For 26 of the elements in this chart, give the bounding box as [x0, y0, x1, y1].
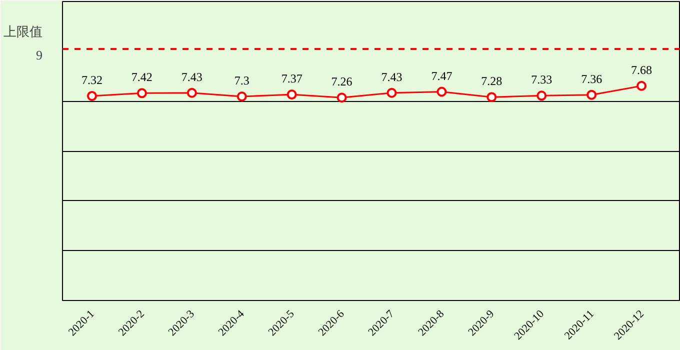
data-label: 7.28 — [481, 74, 502, 88]
point — [436, 86, 447, 97]
data-label: 7.26 — [331, 74, 352, 89]
data-label: 7.33 — [531, 72, 552, 87]
y-axis-title: 上限值 — [4, 24, 42, 39]
point — [236, 92, 247, 102]
point — [536, 90, 547, 101]
data-label: 7.47 — [431, 68, 452, 83]
point — [286, 90, 297, 100]
ref-line-label: 9 — [36, 47, 42, 62]
point — [636, 80, 647, 91]
data-label: 7.32 — [81, 72, 102, 87]
data-label: 7.37 — [281, 72, 302, 86]
point — [86, 90, 97, 101]
point — [186, 88, 197, 98]
data-label: 7.36 — [581, 72, 602, 86]
point — [336, 92, 347, 103]
data-label: 7.3 — [234, 74, 250, 88]
data-label: 7.43 — [181, 70, 202, 84]
data-label: 7.68 — [631, 62, 652, 77]
point — [136, 88, 147, 98]
data-label: 7.42 — [131, 70, 152, 84]
point — [486, 92, 497, 102]
data-label: 7.43 — [381, 70, 402, 84]
point — [386, 88, 397, 98]
point — [586, 90, 597, 100]
